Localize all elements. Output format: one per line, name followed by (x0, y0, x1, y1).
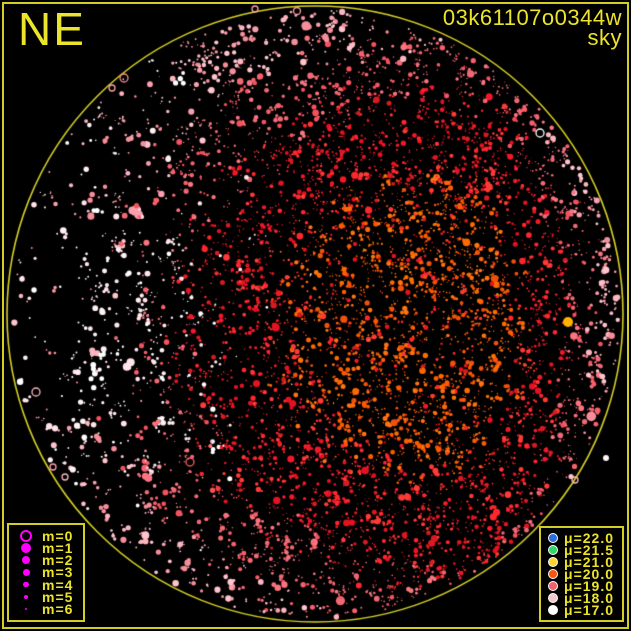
legend-row: μ=20.0 (545, 566, 620, 582)
magnitude-size-legend: m=0 m=1 m=2 m=3 m=4 m=5 m=6 (7, 523, 85, 622)
m5-dot-icon (24, 594, 28, 599)
m-marker-cell (14, 581, 38, 588)
legend-row: μ=19.0 (545, 578, 620, 594)
mu-color-legend: μ=22.0 μ=21.5 μ=21.0 μ=20.0 μ=19.0 μ=18.… (539, 526, 624, 622)
legend-row: μ=21.0 (545, 554, 620, 570)
legend-row: μ=17.0 (545, 602, 620, 618)
title-block: 03k61107o0344w sky (442, 5, 622, 50)
legend-row: μ=18.0 (545, 590, 620, 606)
mu17-dot-icon (548, 605, 558, 615)
m-marker-cell (14, 607, 38, 611)
m1-dot-icon (21, 543, 31, 554)
m1-label: m=1 (42, 540, 74, 557)
m3-label: m=3 (42, 564, 74, 581)
orientation-label: NE (18, 3, 86, 55)
mu20-dot-icon (548, 569, 558, 579)
legend-row: m=4 (14, 576, 80, 593)
m-marker-cell (14, 568, 38, 576)
m2-dot-icon (22, 556, 30, 565)
mu21_5-dot-icon (548, 545, 558, 555)
m-marker-cell (14, 594, 38, 599)
legend-row: m=6 (14, 600, 80, 617)
m4-label: m=4 (42, 576, 74, 593)
m5-label: m=5 (42, 588, 74, 605)
m-marker-cell (14, 556, 38, 565)
m3-dot-icon (22, 568, 30, 576)
m6-dot-icon (24, 607, 28, 611)
legend-row: m=3 (14, 564, 80, 581)
mu22-dot-icon (548, 533, 558, 543)
mu18-label: μ=18.0 (564, 590, 614, 606)
legend-row: μ=22.0 (545, 530, 620, 546)
m-marker-cell (14, 530, 38, 542)
legend-row: μ=21.5 (545, 542, 620, 558)
legend-row: m=0 (14, 528, 80, 544)
m0-label: m=0 (42, 528, 74, 544)
mu22-label: μ=22.0 (564, 530, 614, 546)
legend-row: m=2 (14, 552, 80, 569)
mu21_5-label: μ=21.5 (564, 542, 614, 558)
frame-type-label: sky (587, 25, 622, 50)
m4-dot-icon (23, 581, 29, 588)
mu18-dot-icon (548, 593, 558, 603)
mu21-dot-icon (548, 557, 558, 567)
m0-open-circle-icon (20, 530, 32, 542)
exposure-id: 03k61107o0344w (442, 5, 622, 30)
mu20-label: μ=20.0 (564, 566, 614, 582)
legend-row: m=5 (14, 588, 80, 605)
m-marker-cell (14, 543, 38, 554)
mu17-label: μ=17.0 (564, 602, 614, 618)
m2-label: m=2 (42, 552, 74, 569)
mu19-dot-icon (548, 581, 558, 591)
legend-row: m=1 (14, 540, 80, 557)
m6-label: m=6 (42, 600, 74, 617)
mu21-label: μ=21.0 (564, 554, 614, 570)
mu19-label: μ=19.0 (564, 578, 614, 594)
